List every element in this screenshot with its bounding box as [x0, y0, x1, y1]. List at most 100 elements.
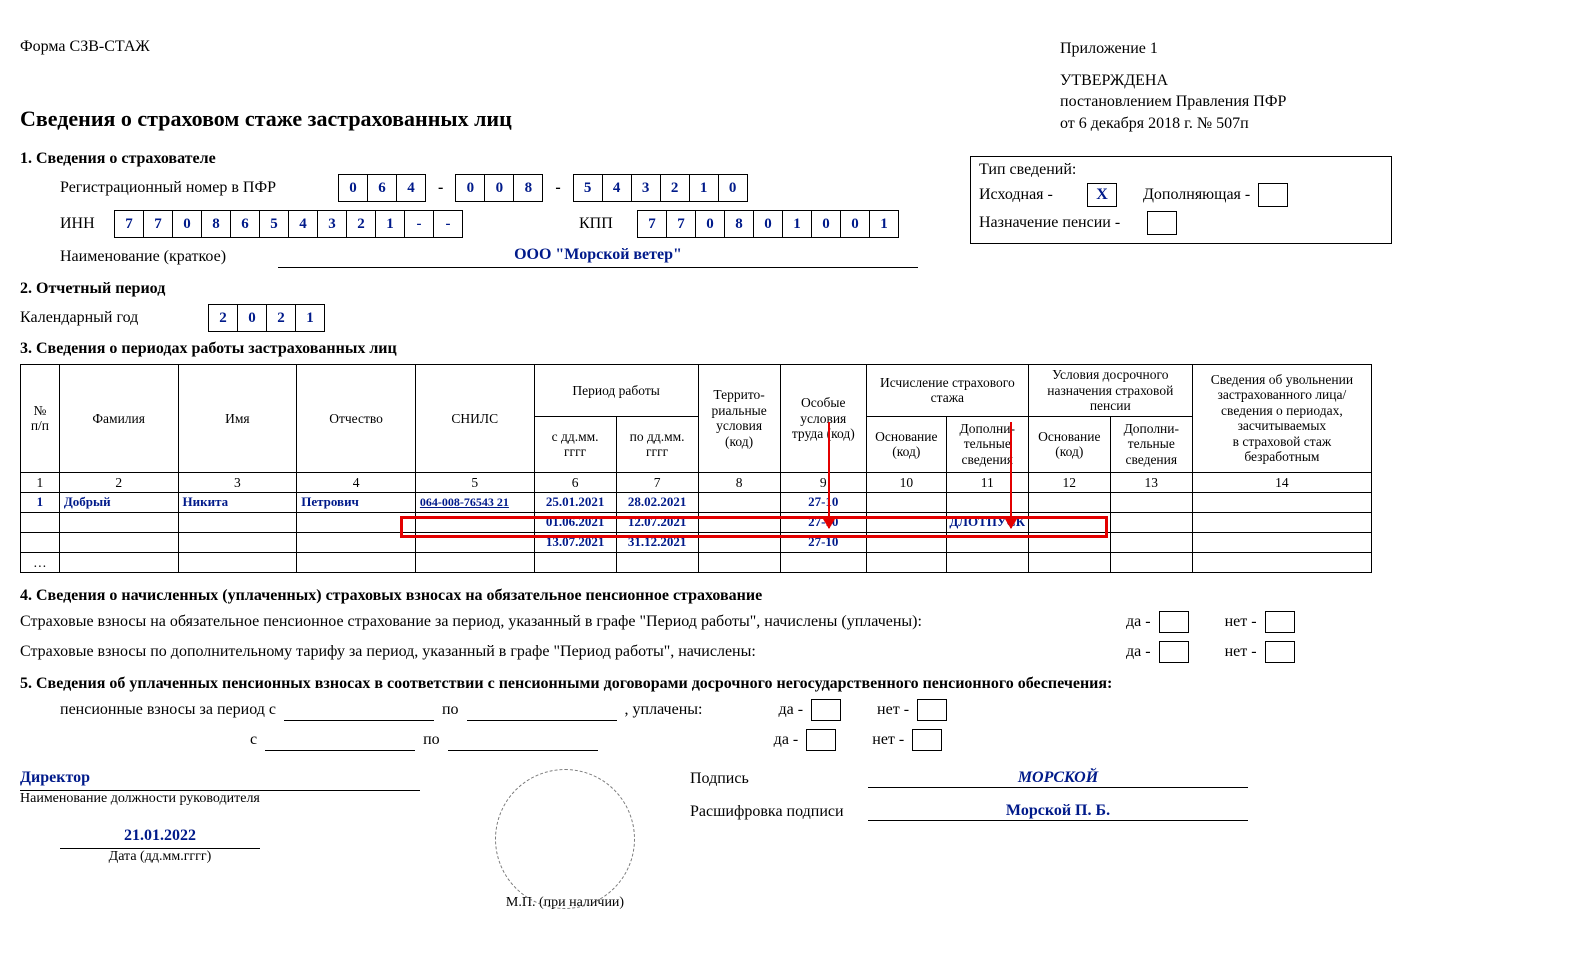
th-colnum: 7	[616, 472, 698, 493]
th-colnum: 3	[178, 472, 297, 493]
th-period: Период работы	[534, 365, 698, 417]
cell-name	[178, 552, 297, 573]
th-name: Имя	[178, 365, 297, 473]
s5-from1[interactable]	[284, 699, 434, 721]
s4-no1: нет -	[1225, 613, 1257, 631]
cell-ebasis	[1028, 493, 1110, 513]
cell-patr	[297, 532, 416, 552]
info-type-title: Тип сведений:	[979, 161, 1383, 179]
cell-eaddl	[1110, 513, 1192, 533]
cell-addl	[946, 493, 1028, 513]
s4-yes1-box[interactable]	[1159, 611, 1189, 633]
cell-to	[616, 552, 698, 573]
th-terr: Террито-риальныеусловия (код)	[698, 365, 780, 473]
cell-from: 13.07.2021	[534, 532, 616, 552]
th-no: №п/п	[21, 365, 60, 473]
table-row: 1ДобрыйНикитаПетрович064-008-76543 2125.…	[21, 493, 1372, 513]
cell-snils: 064-008-76543 21	[415, 493, 534, 513]
approval-approved: УТВЕРЖДЕНА	[1060, 70, 1286, 92]
kpp-digits: 7 7 0 8 0 1 0 0 1	[637, 210, 899, 238]
th-from: с дд.мм.гггг	[534, 416, 616, 472]
info-type-pension-check[interactable]	[1147, 211, 1177, 235]
approval-decree1: постановлением Правления ПФР	[1060, 91, 1286, 113]
table-row: …	[21, 552, 1372, 573]
reg-no-p2: 0 0 8	[455, 174, 543, 202]
reg-no-p1: 0 6 4	[338, 174, 426, 202]
info-type-complementary-label: Дополняющая -	[1143, 186, 1250, 204]
s4-yes1: да -	[1126, 613, 1151, 631]
cell-special: 27-10	[780, 493, 866, 513]
s5-s: с	[250, 731, 257, 749]
cal-year-label: Календарный год	[20, 309, 200, 327]
cell-no	[21, 513, 60, 533]
th-colnum: 9	[780, 472, 866, 493]
sign-value: МОРСКОЙ	[868, 769, 1248, 788]
position-caption: Наименование должности руководителя	[20, 791, 440, 807]
cell-terr	[698, 552, 780, 573]
s5-no1-box[interactable]	[917, 699, 947, 721]
cell-snils	[415, 552, 534, 573]
page: Приложение 1 УТВЕРЖДЕНА постановлением П…	[20, 38, 1564, 911]
s4-no1-box[interactable]	[1265, 611, 1295, 633]
cell-no: …	[21, 552, 60, 573]
s4-no2: нет -	[1225, 643, 1257, 661]
periods-table: №п/п Фамилия Имя Отчество СНИЛС Период р…	[20, 364, 1372, 573]
cell-surname	[59, 513, 178, 533]
cell-from	[534, 552, 616, 573]
th-calc: Исчисление страховогостажа	[866, 365, 1028, 417]
cell-no: 1	[21, 493, 60, 513]
th-ebasis: Основание(код)	[1028, 416, 1110, 472]
s4-no2-box[interactable]	[1265, 641, 1295, 663]
cell-dismiss	[1192, 532, 1371, 552]
cell-terr	[698, 532, 780, 552]
s5-to2[interactable]	[448, 729, 598, 751]
s4-yes2: да -	[1126, 643, 1151, 661]
cell-addl	[946, 532, 1028, 552]
cell-eaddl	[1110, 552, 1192, 573]
cell-terr	[698, 513, 780, 533]
short-name-value: ООО "Морской ветер"	[278, 246, 918, 268]
th-surname: Фамилия	[59, 365, 178, 473]
th-snils: СНИЛС	[415, 365, 534, 473]
info-type-complementary-check[interactable]	[1258, 183, 1288, 207]
info-type-initial-label: Исходная -	[979, 186, 1079, 204]
s5-po2: по	[423, 731, 440, 749]
cell-basis	[866, 493, 946, 513]
approval-annex: Приложение 1	[1060, 38, 1286, 60]
s5-yes2: да -	[774, 731, 799, 749]
section5-title: 5. Сведения об уплаченных пенсионных взн…	[20, 675, 1564, 693]
cell-dismiss	[1192, 552, 1371, 573]
approval-decree2: от 6 декабря 2018 г. № 507п	[1060, 113, 1286, 135]
info-type-initial-check[interactable]: X	[1087, 183, 1117, 207]
table-row: 01.06.202112.07.202127-10ДЛОТПУСК	[21, 513, 1372, 533]
decode-value: Морской П. Б.	[868, 802, 1248, 821]
cell-to: 31.12.2021	[616, 532, 698, 552]
s5-no1: нет -	[877, 701, 909, 719]
signature-block: Директор Наименование должности руководи…	[20, 769, 1564, 911]
decode-label: Расшифровка подписи	[690, 803, 860, 821]
s5-yes1: да -	[778, 701, 803, 719]
th-colnum: 5	[415, 472, 534, 493]
short-name-label: Наименование (краткое)	[60, 248, 270, 266]
s5-from2[interactable]	[265, 729, 415, 751]
th-colnum: 13	[1110, 472, 1192, 493]
s4-yes2-box[interactable]	[1159, 641, 1189, 663]
cell-name: Никита	[178, 493, 297, 513]
cell-name	[178, 513, 297, 533]
cell-special: 27-10	[780, 513, 866, 533]
periods-table-wrapper: №п/п Фамилия Имя Отчество СНИЛС Период р…	[20, 364, 1564, 573]
cell-eaddl	[1110, 532, 1192, 552]
cell-snils	[415, 532, 534, 552]
reg-no-label: Регистрационный номер в ПФР	[60, 179, 330, 197]
cell-basis	[866, 513, 946, 533]
cell-addl: ДЛОТПУСК	[946, 513, 1028, 533]
s5-po1: по	[442, 701, 459, 719]
s5-no2-box[interactable]	[912, 729, 942, 751]
cell-basis	[866, 552, 946, 573]
cell-surname	[59, 532, 178, 552]
s5-yes2-box[interactable]	[806, 729, 836, 751]
s5-pre: пенсионные взносы за период с	[60, 701, 276, 719]
cell-to: 12.07.2021	[616, 513, 698, 533]
s5-yes1-box[interactable]	[811, 699, 841, 721]
s5-to1[interactable]	[467, 699, 617, 721]
